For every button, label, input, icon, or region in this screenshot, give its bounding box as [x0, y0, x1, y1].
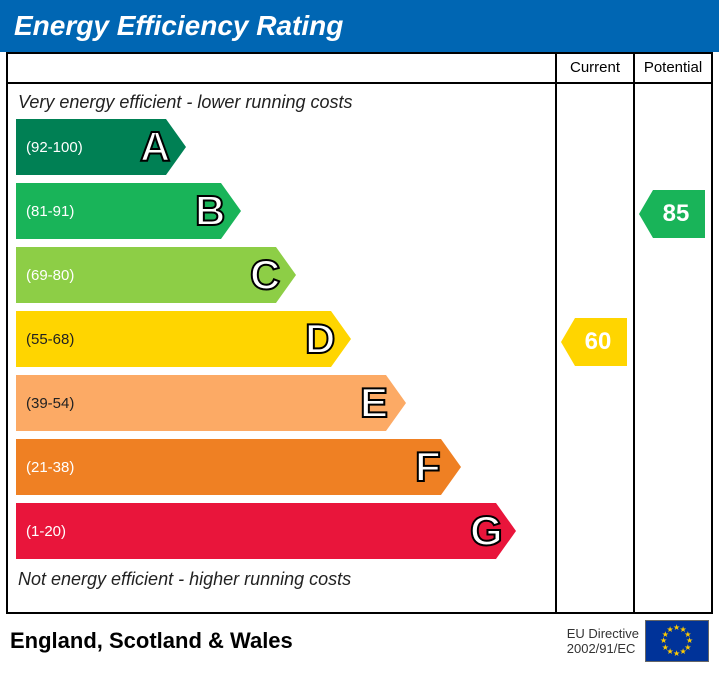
region-label: England, Scotland & Wales: [10, 628, 293, 654]
band-c: (69-80) C: [16, 247, 296, 303]
body-row: Very energy efficient - lower running co…: [8, 84, 711, 612]
band-letter-label: A: [140, 123, 170, 171]
header-current: Current: [555, 54, 633, 82]
chart-area: Current Potential Very energy efficient …: [6, 52, 713, 614]
band-bar-icon: [16, 503, 516, 559]
chart-title: Energy Efficiency Rating: [14, 10, 343, 41]
band-range-label: (21-38): [16, 459, 74, 476]
band-letter-label: G: [470, 507, 503, 555]
eu-flag-icon: ★★★★★★★★★★★★: [645, 620, 709, 662]
header-row: Current Potential: [8, 54, 711, 84]
bands-list: (92-100) A (81-91) B (69-80) C (55-68) D…: [8, 119, 555, 559]
current-pointer: 60: [561, 318, 627, 366]
current-column: 60: [555, 84, 633, 612]
title-bar: Energy Efficiency Rating: [0, 0, 719, 52]
band-range-label: (39-54): [16, 395, 74, 412]
epc-chart: Energy Efficiency Rating Current Potenti…: [0, 0, 719, 676]
eu-star-icon: ★: [673, 649, 680, 658]
potential-pointer: 85: [639, 190, 705, 238]
directive-text: EU Directive 2002/91/EC: [567, 626, 639, 656]
eu-star-icon: ★: [667, 625, 674, 634]
band-range-label: (69-80): [16, 267, 74, 284]
band-e: (39-54) E: [16, 375, 406, 431]
header-potential: Potential: [633, 54, 711, 82]
band-range-label: (81-91): [16, 203, 74, 220]
caption-efficient: Very energy efficient - lower running co…: [8, 90, 555, 115]
band-range-label: (55-68): [16, 331, 74, 348]
pointer-value: 85: [655, 200, 690, 228]
eu-directive: EU Directive 2002/91/EC ★★★★★★★★★★★★: [567, 620, 709, 662]
band-a: (92-100) A: [16, 119, 186, 175]
band-f: (21-38) F: [16, 439, 461, 495]
eu-star-icon: ★: [680, 647, 687, 656]
band-bar-icon: [16, 439, 461, 495]
band-letter-label: F: [415, 443, 441, 491]
caption-inefficient: Not energy efficient - higher running co…: [8, 567, 555, 592]
header-spacer: [8, 54, 555, 82]
band-bar-icon: [16, 375, 406, 431]
band-range-label: (92-100): [16, 139, 83, 156]
band-d: (55-68) D: [16, 311, 351, 367]
bands-area: Very energy efficient - lower running co…: [8, 84, 555, 612]
band-letter-label: C: [250, 251, 280, 299]
potential-column: 85: [633, 84, 711, 612]
directive-line1: EU Directive: [567, 626, 639, 641]
band-g: (1-20) G: [16, 503, 516, 559]
footer: England, Scotland & Wales EU Directive 2…: [0, 614, 719, 662]
band-range-label: (1-20): [16, 523, 66, 540]
directive-line2: 2002/91/EC: [567, 641, 639, 656]
pointer-value: 60: [577, 328, 612, 356]
band-letter-label: E: [360, 379, 388, 427]
band-letter-label: D: [305, 315, 335, 363]
band-b: (81-91) B: [16, 183, 241, 239]
band-letter-label: B: [195, 187, 225, 235]
